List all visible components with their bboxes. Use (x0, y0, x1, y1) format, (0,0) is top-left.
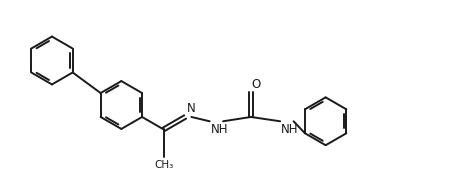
Text: NH: NH (211, 123, 228, 136)
Text: N: N (186, 102, 196, 115)
Text: CH₃: CH₃ (154, 160, 173, 170)
Text: NH: NH (281, 123, 299, 136)
Text: O: O (252, 78, 261, 91)
